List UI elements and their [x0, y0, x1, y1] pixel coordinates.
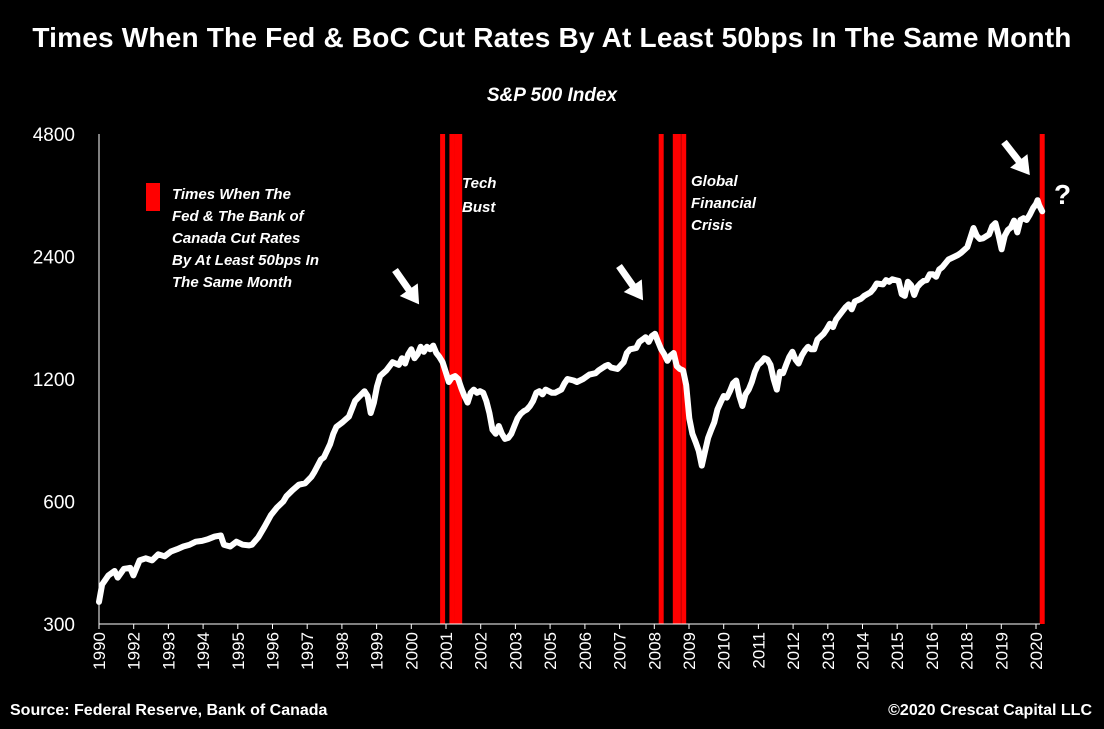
- rate-cut-bar: [1039, 134, 1045, 624]
- annotation-financial: Financial: [691, 195, 757, 212]
- x-tick-label: 2008: [645, 632, 664, 670]
- rate-cut-bar: [672, 134, 678, 624]
- legend-label-line: The Same Month: [172, 274, 292, 291]
- arrow-icon: [1001, 139, 1030, 176]
- x-tick-label: 2011: [749, 632, 768, 669]
- x-tick-label: 2005: [541, 632, 560, 670]
- rate-cut-bar: [658, 134, 664, 624]
- x-tick-label: 1998: [333, 632, 352, 670]
- x-tick-label: 2016: [923, 632, 942, 670]
- y-tick-label: 300: [43, 615, 75, 636]
- legend-swatch: [146, 183, 160, 211]
- x-tick-label: 2002: [472, 632, 491, 670]
- annotation-tech: Tech: [462, 175, 496, 192]
- x-tick-label: 2000: [402, 632, 421, 670]
- x-tick-label: 1999: [368, 632, 387, 670]
- x-tick-label: 1994: [194, 632, 213, 670]
- legend-label-line: Canada Cut Rates: [172, 230, 300, 247]
- x-tick-label: 2013: [819, 632, 838, 670]
- x-tick-label: 1992: [125, 632, 144, 670]
- x-tick-label: 1996: [264, 632, 283, 670]
- x-tick-label: 1995: [229, 632, 248, 670]
- x-tick-label: 2018: [958, 632, 977, 670]
- copyright-note: ©2020 Crescat Capital LLC: [888, 702, 1092, 719]
- y-tick-label: 2400: [33, 248, 75, 269]
- legend-label-line: Times When The: [172, 186, 291, 203]
- rate-cut-bar: [440, 134, 446, 624]
- x-tick-label: 1997: [298, 632, 317, 670]
- x-tick-label: 1990: [90, 632, 109, 670]
- chart-title: Times When The Fed & BoC Cut Rates By At…: [32, 22, 1072, 53]
- x-tick-label: 2003: [506, 632, 525, 670]
- y-tick-label: 600: [43, 493, 75, 514]
- y-tick-label: 1200: [33, 370, 75, 391]
- x-tick-label: 2019: [992, 632, 1011, 670]
- chart-axes: [98, 134, 1040, 625]
- x-tick-label: 2014: [854, 632, 873, 670]
- x-tick-label: 2012: [784, 632, 803, 670]
- legend-label-line: Fed & The Bank of: [172, 208, 306, 225]
- annotation-global: Global: [691, 173, 739, 190]
- legend-label-line: By At Least 50bps In: [172, 252, 319, 269]
- y-axis-ticks: 300 600 1200 2400 4800: [33, 125, 75, 636]
- x-tick-label: 2010: [715, 632, 734, 670]
- sp500-series-line: [96, 197, 1046, 605]
- x-tick-label: 2015: [888, 632, 907, 670]
- x-tick-label: 2006: [576, 632, 595, 670]
- annotation-question-mark: ?: [1054, 179, 1071, 210]
- annotation-bust: Bust: [462, 199, 496, 216]
- rate-cut-bar: [675, 134, 681, 624]
- arrow-icon: [392, 267, 420, 305]
- source-note: Source: Federal Reserve, Bank of Canada: [10, 702, 328, 719]
- x-tick-label: 2009: [680, 632, 699, 670]
- chart-subtitle: S&P 500 Index: [486, 85, 618, 106]
- x-tick-label: 2020: [1027, 632, 1046, 670]
- x-axis-ticks: 1990 1992 1993 1994 1995 1996 1997 1998 1999 2000…: [90, 624, 1046, 670]
- x-tick-label: 1993: [159, 632, 178, 670]
- x-tick-label: 2007: [611, 632, 630, 670]
- arrow-icon: [616, 263, 644, 301]
- y-tick-label: 4800: [33, 125, 75, 146]
- annotation-crisis: Crisis: [691, 217, 733, 234]
- x-tick-label: 2001: [437, 632, 456, 670]
